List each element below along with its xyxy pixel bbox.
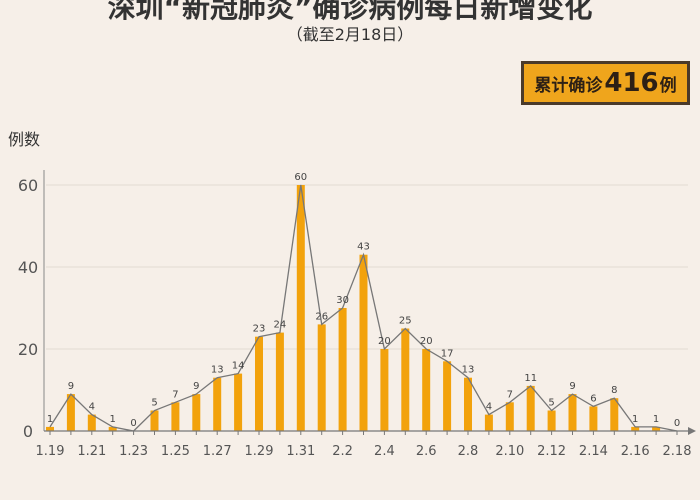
data-label: 20 <box>420 336 433 347</box>
data-label: 6 <box>590 393 596 404</box>
bar <box>171 402 180 431</box>
bar <box>380 349 389 431</box>
x-tick-label: 2.2 <box>332 444 353 459</box>
bar <box>296 185 305 431</box>
data-label: 5 <box>151 398 157 409</box>
bar <box>66 394 75 431</box>
data-label: 7 <box>507 389 513 400</box>
x-tick-label: 2.10 <box>495 444 524 459</box>
x-tick-label: 1.29 <box>245 444 274 459</box>
bar <box>87 414 96 431</box>
data-label: 9 <box>68 381 74 392</box>
data-label: 4 <box>89 402 95 413</box>
bar <box>401 328 410 431</box>
bar <box>652 426 661 431</box>
bar <box>234 373 243 431</box>
bar <box>317 324 326 431</box>
x-tick-label: 2.12 <box>537 444 566 459</box>
bar <box>505 402 514 431</box>
x-tick-label: 1.25 <box>161 444 190 459</box>
chart-subtitle: （截至2月18日） <box>286 25 414 44</box>
data-label: 1 <box>47 414 53 425</box>
x-tick-label: 1.31 <box>286 444 315 459</box>
data-label: 25 <box>399 316 412 327</box>
x-tick-label: 2.14 <box>579 444 608 459</box>
data-label: 23 <box>253 324 266 335</box>
x-tick-label: 2.6 <box>416 444 437 459</box>
data-label: 14 <box>232 361 245 372</box>
bar <box>255 336 263 431</box>
data-label: 7 <box>172 389 178 400</box>
bar <box>338 308 347 431</box>
bar <box>150 410 159 431</box>
data-label: 1 <box>653 414 659 425</box>
y-tick-label: 20 <box>18 340 38 359</box>
x-tick-label: 1.27 <box>203 444 232 459</box>
x-tick-label: 1.23 <box>119 444 148 459</box>
data-label: 8 <box>611 385 617 396</box>
data-label: 13 <box>462 365 475 376</box>
data-label: 4 <box>486 402 492 413</box>
badge-suffix: 例 <box>659 75 677 96</box>
bar <box>631 426 640 431</box>
bar <box>547 410 556 431</box>
bar <box>526 385 535 431</box>
bar <box>422 349 431 431</box>
bar <box>46 426 54 431</box>
data-label: 60 <box>294 172 307 183</box>
data-label: 0 <box>130 418 136 429</box>
x-tick-label: 1.21 <box>77 444 106 459</box>
badge-prefix: 累计确诊 <box>534 75 603 96</box>
data-label: 24 <box>274 320 287 331</box>
y-tick-label: 40 <box>18 258 38 277</box>
total-confirmed-badge: 累计确诊 416 例 <box>521 61 690 105</box>
bar <box>484 414 493 431</box>
bar <box>192 394 201 431</box>
data-label: 1 <box>632 414 638 425</box>
bar <box>275 332 284 431</box>
x-tick-label: 1.19 <box>36 444 65 459</box>
data-label: 0 <box>674 418 680 429</box>
x-tick-label: 2.4 <box>374 444 395 459</box>
data-label: 9 <box>193 381 199 392</box>
badge-number: 416 <box>604 68 659 98</box>
data-label: 1 <box>110 414 116 425</box>
x-tick-label: 2.16 <box>621 444 650 459</box>
trend-line <box>49 184 678 432</box>
bar <box>568 394 577 431</box>
data-label: 9 <box>569 381 575 392</box>
bar <box>443 361 452 431</box>
x-tick-label: 2.18 <box>663 444 692 459</box>
data-label: 20 <box>378 336 391 347</box>
bar <box>108 426 117 431</box>
data-label: 5 <box>548 398 554 409</box>
x-axis-arrow <box>688 427 696 435</box>
bar <box>610 398 619 431</box>
data-label: 17 <box>441 348 454 359</box>
bar <box>589 406 598 431</box>
data-label: 26 <box>315 311 328 322</box>
data-label: 43 <box>357 242 370 253</box>
y-tick-label: 0 <box>23 422 33 441</box>
data-label: 11 <box>524 373 537 384</box>
y-axis-label: 例数 <box>8 130 41 149</box>
bar <box>359 254 368 431</box>
chart-title: 深圳“新冠肺炎”确诊病例每日新增变化 <box>107 0 593 24</box>
y-tick-label: 60 <box>18 176 38 195</box>
x-tick-label: 2.8 <box>458 444 479 459</box>
data-label: 13 <box>211 365 224 376</box>
bar <box>464 377 472 431</box>
data-label: 30 <box>336 295 349 306</box>
bar <box>213 377 222 431</box>
